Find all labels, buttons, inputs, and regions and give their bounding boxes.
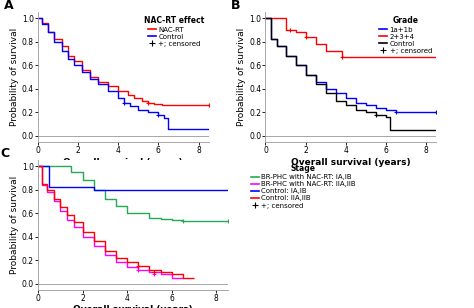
Y-axis label: Probability of survival: Probability of survival (10, 28, 19, 126)
Text: C: C (0, 147, 9, 160)
Legend: BR-PHC with NAC-RT: IA,IB, BR-PHC with NAC-RT: IIA,IIB, Control: IA,IB, Control:: BR-PHC with NAC-RT: IA,IB, BR-PHC with N… (250, 164, 356, 209)
Text: B: B (231, 0, 241, 12)
X-axis label: Overall survival (years): Overall survival (years) (291, 158, 410, 167)
Legend: 1a+1b, 2+3+4, Control, +; censored: 1a+1b, 2+3+4, Control, +; censored (378, 16, 433, 54)
Y-axis label: Probability of survival: Probability of survival (10, 176, 19, 274)
Y-axis label: Probability of survival: Probability of survival (237, 28, 246, 126)
Legend: NAC-RT, Control, +; censored: NAC-RT, Control, +; censored (144, 16, 205, 47)
X-axis label: Overall survival (years): Overall survival (years) (64, 158, 183, 167)
Text: A: A (4, 0, 13, 12)
X-axis label: Overall survival (years): Overall survival (years) (73, 306, 192, 308)
